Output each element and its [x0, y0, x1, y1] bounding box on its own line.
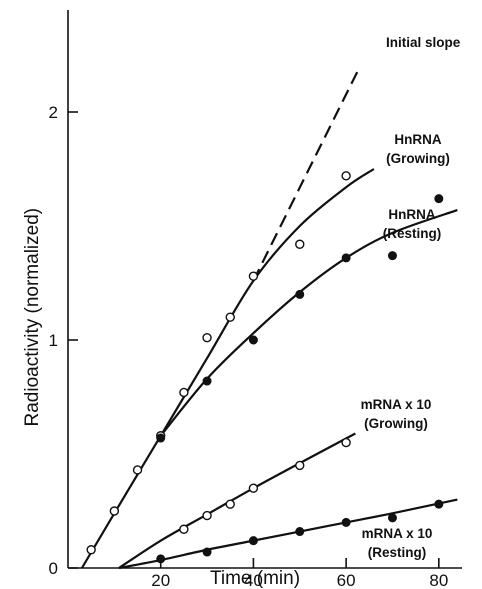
y-tick-label: 0: [49, 559, 58, 578]
data-point-hnrna-growing: [86, 545, 96, 555]
x-tick-label: 40: [244, 571, 263, 589]
data-point-hnrna-resting: [248, 335, 258, 345]
annotation-line: mRNA x 10: [361, 397, 432, 412]
annotation-hnrna-resting: HnRNA (Resting): [383, 207, 442, 241]
data-point-hnrna-growing: [225, 312, 235, 322]
series-line-hnrna-growing: [80, 168, 375, 569]
annotation-line: (Growing): [386, 151, 450, 166]
annotation-line: mRNA x 10: [362, 526, 433, 541]
data-point-hnrna-resting: [434, 194, 444, 204]
annotation-line: (Resting): [383, 226, 442, 241]
data-point-hnrna-resting: [202, 376, 212, 386]
data-point-hnrna-growing: [295, 239, 305, 249]
data-points: [86, 171, 444, 564]
y-tick-label: 2: [49, 103, 58, 122]
data-point-mrna-x-10-resting: [341, 517, 351, 527]
data-point-hnrna-resting: [387, 251, 397, 261]
data-point-hnrna-resting: [156, 433, 166, 443]
annotation-hnrna-growing: HnRNA (Growing): [386, 132, 450, 166]
data-point-hnrna-growing: [248, 271, 259, 281]
x-tick-label: 60: [337, 571, 356, 589]
y-axis-label: Radioactivity (normalized): [22, 208, 43, 427]
annotation-line: HnRNA: [388, 207, 435, 222]
data-point-mrna-x-10-growing: [248, 483, 259, 493]
data-point-hnrna-growing: [179, 387, 189, 398]
x-axis-label: Time (min): [210, 568, 300, 589]
curve-annotations: Initial slope HnRNA (Growing) HnRNA (Resting…: [361, 35, 461, 560]
annotation-initial-slope: Initial slope: [386, 35, 461, 50]
data-point-mrna-x-10-resting: [248, 536, 258, 546]
x-tick-label: 20: [151, 571, 170, 589]
axes: 20 40 60 80 0 1 2: [49, 10, 462, 589]
data-point-mrna-x-10-resting: [295, 527, 305, 537]
data-point-hnrna-resting: [295, 289, 305, 299]
data-point-mrna-x-10-resting: [202, 547, 212, 557]
series-line-mrna-x-10-resting: [118, 498, 458, 570]
annotation-line: HnRNA: [394, 132, 441, 147]
annotation-mrna-growing: mRNA x 10 (Growing): [361, 397, 432, 431]
data-point-hnrna-growing: [341, 171, 351, 181]
data-point-mrna-x-10-resting: [387, 513, 397, 523]
data-point-hnrna-growing: [109, 506, 120, 516]
data-point-mrna-x-10-growing: [341, 437, 351, 448]
data-point-mrna-x-10-growing: [202, 510, 212, 521]
data-point-mrna-x-10-resting: [434, 499, 444, 509]
annotation-line: (Resting): [368, 545, 427, 560]
data-point-mrna-x-10-resting: [156, 554, 166, 564]
data-point-mrna-x-10-growing: [179, 524, 189, 534]
data-point-mrna-x-10-growing: [295, 460, 305, 471]
annotation-line: Initial slope: [386, 35, 461, 50]
data-point-hnrna-growing: [132, 465, 143, 475]
data-point-hnrna-resting: [341, 253, 351, 263]
annotation-line: (Growing): [364, 416, 428, 431]
data-point-mrna-x-10-growing: [225, 499, 235, 509]
data-point-hnrna-growing: [202, 333, 212, 343]
x-tick-label: 80: [429, 571, 448, 589]
y-tick-label: 1: [49, 331, 58, 350]
series-line-mrna-x-10-growing: [118, 432, 356, 569]
annotation-mrna-resting: mRNA x 10 (Resting): [362, 526, 433, 560]
